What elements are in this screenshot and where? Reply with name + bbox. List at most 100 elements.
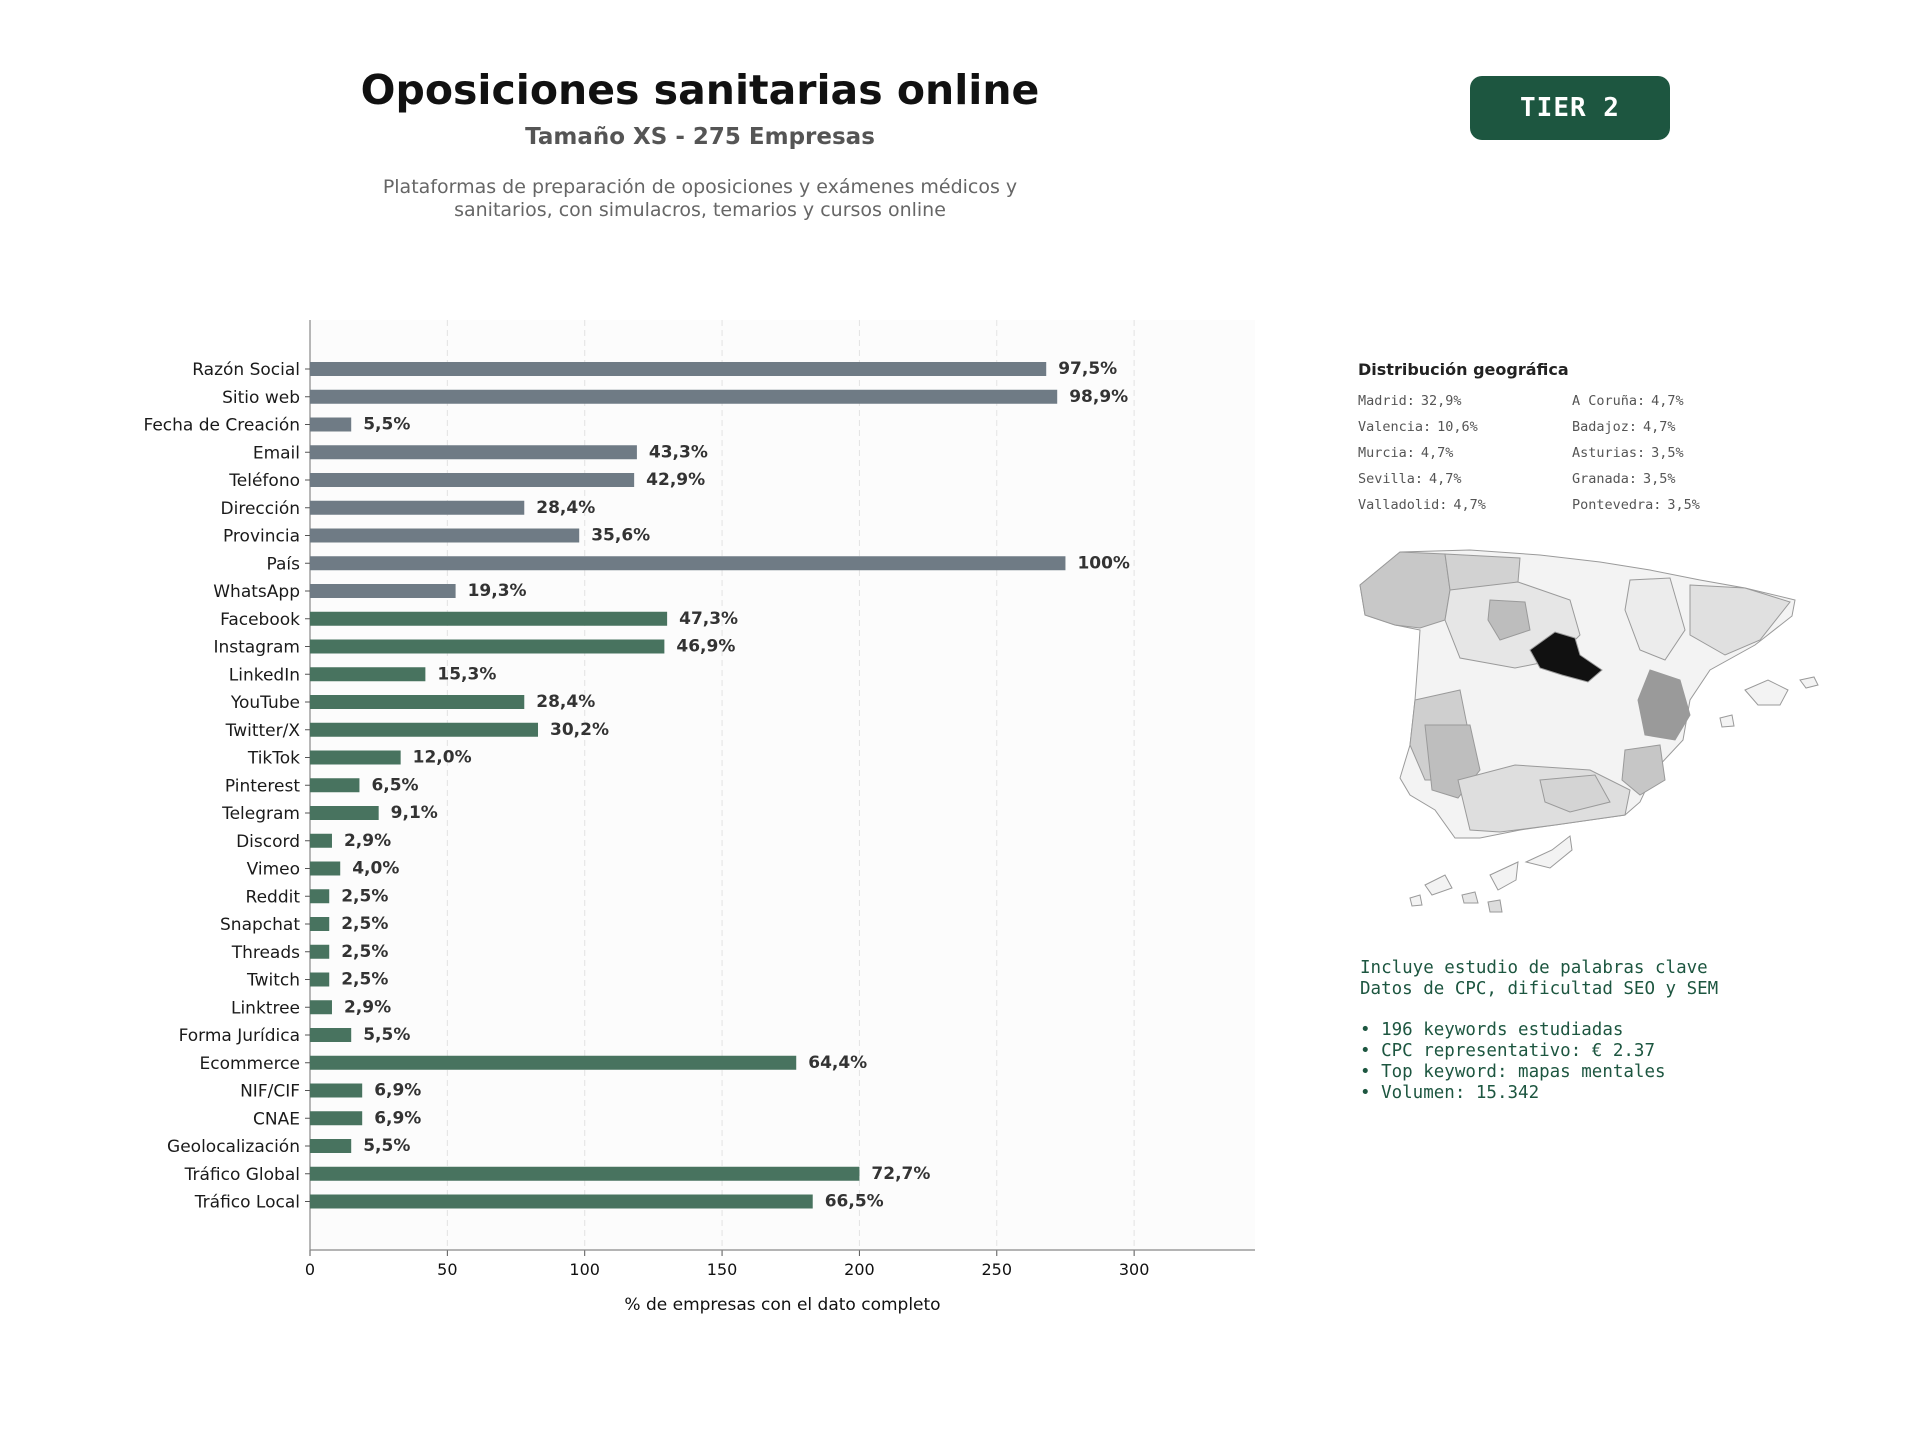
category-label: Telegram — [221, 804, 300, 824]
category-label: Tráfico Local — [194, 1193, 300, 1213]
geo-item: Madrid: 32,9% — [1358, 391, 1572, 411]
bar — [310, 389, 1058, 404]
map-madrid — [1529, 631, 1603, 683]
keywords-line-1: Incluye estudio de palabras clave — [1360, 958, 1708, 978]
map-canary-2 — [1461, 891, 1479, 904]
value-label: 6,9% — [374, 1081, 421, 1101]
keywords-bullet: • 196 keywords estudiadas — [1360, 1020, 1624, 1040]
x-tick-label: 150 — [707, 1260, 738, 1279]
geo-item-name: Granada: — [1572, 471, 1638, 487]
category-label: Provincia — [223, 527, 300, 547]
category-label: Dirección — [221, 499, 300, 519]
description-line-1: Plataformas de preparación de oposicione… — [382, 176, 1018, 198]
bar — [310, 972, 330, 987]
bar — [310, 1139, 352, 1153]
geo-item: Pontevedra: 3,5% — [1572, 495, 1786, 515]
bar — [310, 1055, 797, 1070]
geo-item: Badajoz: 4,7% — [1572, 417, 1786, 437]
map-balearic-3 — [1719, 714, 1735, 728]
tier-badge: TIER 2 — [1470, 76, 1670, 140]
value-label: 64,4% — [808, 1053, 867, 1073]
bar — [310, 417, 352, 432]
category-label: Facebook — [220, 610, 300, 630]
category-label: Email — [253, 443, 300, 463]
geo-item: Valladolid: 4,7% — [1358, 495, 1572, 515]
bar — [310, 639, 665, 654]
category-label: NIF/CIF — [240, 1082, 300, 1102]
bar — [310, 500, 525, 515]
category-label: País — [267, 554, 301, 574]
value-label: 12,0% — [413, 748, 472, 768]
category-label: Reddit — [246, 887, 301, 907]
value-label: 30,2% — [550, 720, 609, 740]
category-label: Ecommerce — [200, 1054, 301, 1074]
bar — [310, 806, 379, 820]
value-label: 9,1% — [391, 803, 438, 823]
geo-item-name: Valladolid: — [1358, 497, 1448, 513]
bar — [310, 1194, 813, 1209]
x-tick-label: 300 — [1119, 1260, 1150, 1279]
bar — [310, 1111, 363, 1126]
x-axis-label: % de empresas con el dato completo — [624, 1295, 940, 1315]
value-label: 5,5% — [363, 1025, 410, 1045]
geo-item-pct: 4,7% — [1420, 445, 1454, 461]
category-label: Pinterest — [225, 776, 300, 796]
geo-item-name: Pontevedra: — [1572, 497, 1662, 513]
x-tick-label: 0 — [305, 1260, 315, 1279]
category-label: Snapchat — [220, 915, 300, 935]
map-valladolid — [1487, 599, 1531, 641]
map-murcia — [1621, 744, 1666, 796]
value-label: 43,3% — [649, 442, 708, 462]
value-label: 100% — [1077, 553, 1130, 573]
category-label: TikTok — [247, 749, 300, 769]
value-label: 5,5% — [363, 1136, 410, 1156]
map-galicia — [1359, 551, 1451, 629]
geo-item-pct: 4,7% — [1643, 419, 1676, 435]
value-label: 2,5% — [341, 914, 388, 934]
category-label: WhatsApp — [213, 582, 300, 602]
value-label: 97,5% — [1058, 359, 1117, 379]
geo-item-pct: 3,5% — [1651, 445, 1684, 461]
value-label: 98,9% — [1069, 387, 1128, 407]
geo-distribution: Distribución geográfica Madrid: 32,9% A Co… — [1358, 360, 1818, 515]
x-tick-label: 100 — [569, 1260, 600, 1279]
geo-item: Asturias: 3,5% — [1572, 443, 1786, 463]
map-aragon — [1624, 577, 1686, 661]
geo-item: Sevilla: 4,7% — [1358, 469, 1572, 489]
geo-item: A Coruña: 4,7% — [1572, 391, 1786, 411]
geo-item-pct: 3,5% — [1667, 497, 1700, 513]
value-label: 2,9% — [344, 831, 391, 851]
map-canary-1 — [1424, 874, 1453, 896]
category-label: Discord — [236, 832, 300, 852]
category-label: Fecha de Creación — [143, 416, 300, 436]
value-label: 2,5% — [341, 970, 388, 990]
bar — [310, 362, 1047, 376]
map-catalonia — [1689, 584, 1791, 656]
category-label: Geolocalización — [167, 1137, 300, 1157]
geo-item-name: A Coruña: — [1572, 393, 1646, 409]
map-balearic-1 — [1744, 679, 1789, 706]
category-label: Twitter/X — [225, 721, 301, 741]
bar — [310, 528, 580, 543]
geo-item-name: Sevilla: — [1358, 471, 1424, 487]
keywords-info: Incluye estudio de palabras clave Datos … — [1360, 958, 1820, 1104]
value-label: 47,3% — [679, 609, 738, 629]
category-label: Sitio web — [222, 388, 300, 408]
geo-item: Valencia: 10,6% — [1358, 417, 1572, 437]
category-label: Forma Jurídica — [179, 1026, 300, 1046]
value-label: 28,4% — [536, 498, 595, 518]
category-label: YouTube — [230, 693, 300, 713]
map-balearic-2 — [1799, 676, 1819, 689]
category-label: Vimeo — [247, 860, 300, 880]
bar — [310, 1083, 363, 1098]
value-label: 46,9% — [676, 637, 735, 657]
geo-item-pct: 4,7% — [1651, 393, 1684, 409]
page-title: Oposiciones sanitarias online — [360, 66, 1040, 114]
bar-chart: 0 50 100 150 200 250 300 Razón Social 97,5% Sitio… — [143, 320, 1255, 1315]
bar — [310, 611, 668, 626]
value-label: 35,6% — [591, 526, 650, 546]
category-label: Razón Social — [192, 360, 300, 380]
bar — [310, 861, 341, 876]
category-label: Teléfono — [228, 471, 300, 491]
map-canary-3 — [1489, 861, 1519, 891]
